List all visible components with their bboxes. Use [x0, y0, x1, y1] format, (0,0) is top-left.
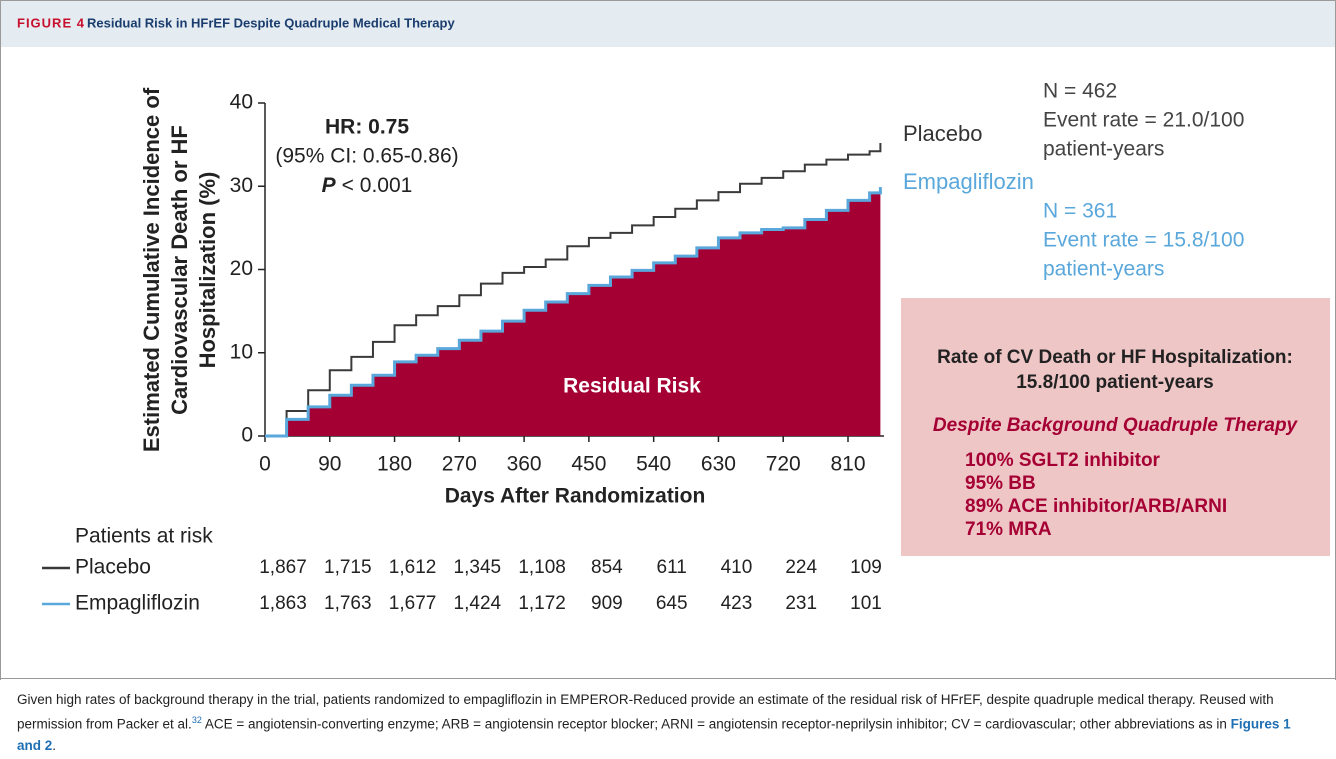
y-tick-label: 0 — [241, 424, 253, 447]
area — [265, 187, 881, 436]
at-risk-count: 231 — [785, 593, 817, 614]
at-risk-count: 1,108 — [518, 557, 566, 578]
y-axis-label: Estimated Cumulative Incidence of — [139, 87, 164, 452]
x-tick-label: 450 — [571, 453, 606, 476]
at-risk-count: 1,715 — [324, 557, 372, 578]
p-value: P < 0.001 — [322, 174, 413, 197]
box-item: 95% BB — [965, 473, 1036, 494]
caption-text: ACE = angiotensin-converting enzyme; ARB… — [201, 716, 1231, 732]
at-risk-count: 909 — [591, 593, 623, 614]
box-subtitle: Despite Background Quadruple Therapy — [933, 415, 1299, 436]
y-tick-label: 10 — [230, 340, 253, 363]
caption-link[interactable]: Figures 1 and 2 — [17, 716, 1291, 753]
x-tick-label: 90 — [318, 453, 341, 476]
at-risk-title: Patients at risk — [75, 525, 213, 548]
y-axis-label: Hospitalization (%) — [195, 172, 220, 369]
y-tick-label: 20 — [230, 257, 253, 280]
at-risk-count: 1,677 — [389, 593, 437, 614]
box-title: Rate of CV Death or HF Hospitalization: — [937, 347, 1293, 368]
at-risk-count: 109 — [850, 557, 882, 578]
box-item: 100% SGLT2 inhibitor — [965, 450, 1161, 471]
line — [265, 187, 882, 438]
legend-entry: Placebo — [903, 121, 983, 146]
caption: Given high rates of background therapy i… — [17, 689, 1317, 756]
series-stat: patient-years — [1043, 138, 1164, 161]
at-risk-count: 1,867 — [259, 557, 307, 578]
summary-box — [901, 298, 1330, 556]
annotation: HR: 0.75 — [325, 116, 409, 139]
box-item: 71% MRA — [965, 519, 1052, 540]
x-tick-label: 0 — [259, 453, 271, 476]
at-risk-count: 645 — [656, 593, 688, 614]
at-risk-count: 423 — [721, 593, 753, 614]
at-risk-count: 101 — [850, 593, 882, 614]
x-tick-label: 810 — [830, 453, 865, 476]
at-risk-count: 1,345 — [454, 557, 502, 578]
caption-text: . — [52, 737, 57, 753]
x-tick-label: 360 — [507, 453, 542, 476]
at-risk-count: 1,863 — [259, 593, 307, 614]
x-tick-label: 630 — [701, 453, 736, 476]
series-stat: N = 361 — [1043, 200, 1117, 223]
header-bar — [1, 1, 1335, 47]
at-risk-count: 224 — [785, 557, 817, 578]
annotation: (95% CI: 0.65-0.86) — [275, 145, 458, 168]
x-axis-label: Days After Randomization — [445, 485, 706, 508]
at-risk-count: 1,172 — [518, 593, 566, 614]
chart: FIGURE 4 Residual Risk in HFrEF Despite … — [0, 0, 1336, 680]
at-risk-count: 410 — [721, 557, 753, 578]
x-tick-label: 720 — [766, 453, 801, 476]
caption-text: Given high rates of background therapy i… — [17, 692, 1274, 732]
at-risk-name: Placebo — [75, 556, 151, 579]
at-risk-name: Empagliflozin — [75, 592, 200, 615]
series-stat: Event rate = 15.8/100 — [1043, 229, 1244, 252]
line — [265, 142, 882, 437]
area-label: Residual Risk — [563, 375, 701, 398]
p-symbol: P — [322, 174, 337, 197]
legend-entry: Empagliflozin — [903, 169, 1034, 194]
at-risk-count: 1,763 — [324, 593, 372, 614]
box-title: 15.8/100 patient-years — [1016, 372, 1214, 393]
x-tick-label: 270 — [442, 453, 477, 476]
at-risk-count: 1,612 — [389, 557, 437, 578]
figure-label: FIGURE 4 — [17, 15, 85, 30]
y-tick-label: 30 — [230, 174, 253, 197]
at-risk-count: 611 — [657, 557, 687, 578]
caption-ref: 32 — [191, 715, 202, 725]
y-axis-label: Cardiovascular Death or HF — [167, 125, 192, 415]
at-risk-count: 1,424 — [454, 593, 502, 614]
series-stat: patient-years — [1043, 258, 1164, 281]
at-risk-count: 854 — [591, 557, 623, 578]
series-stat: N = 462 — [1043, 80, 1117, 103]
y-tick-label: 40 — [230, 91, 253, 114]
series-stat: Event rate = 21.0/100 — [1043, 109, 1244, 132]
box-item: 89% ACE inhibitor/ARB/ARNI — [965, 496, 1227, 517]
x-tick-label: 180 — [377, 453, 412, 476]
p-text: < 0.001 — [342, 174, 413, 197]
figure-title: Residual Risk in HFrEF Despite Quadruple… — [87, 15, 455, 30]
x-tick-label: 540 — [636, 453, 671, 476]
